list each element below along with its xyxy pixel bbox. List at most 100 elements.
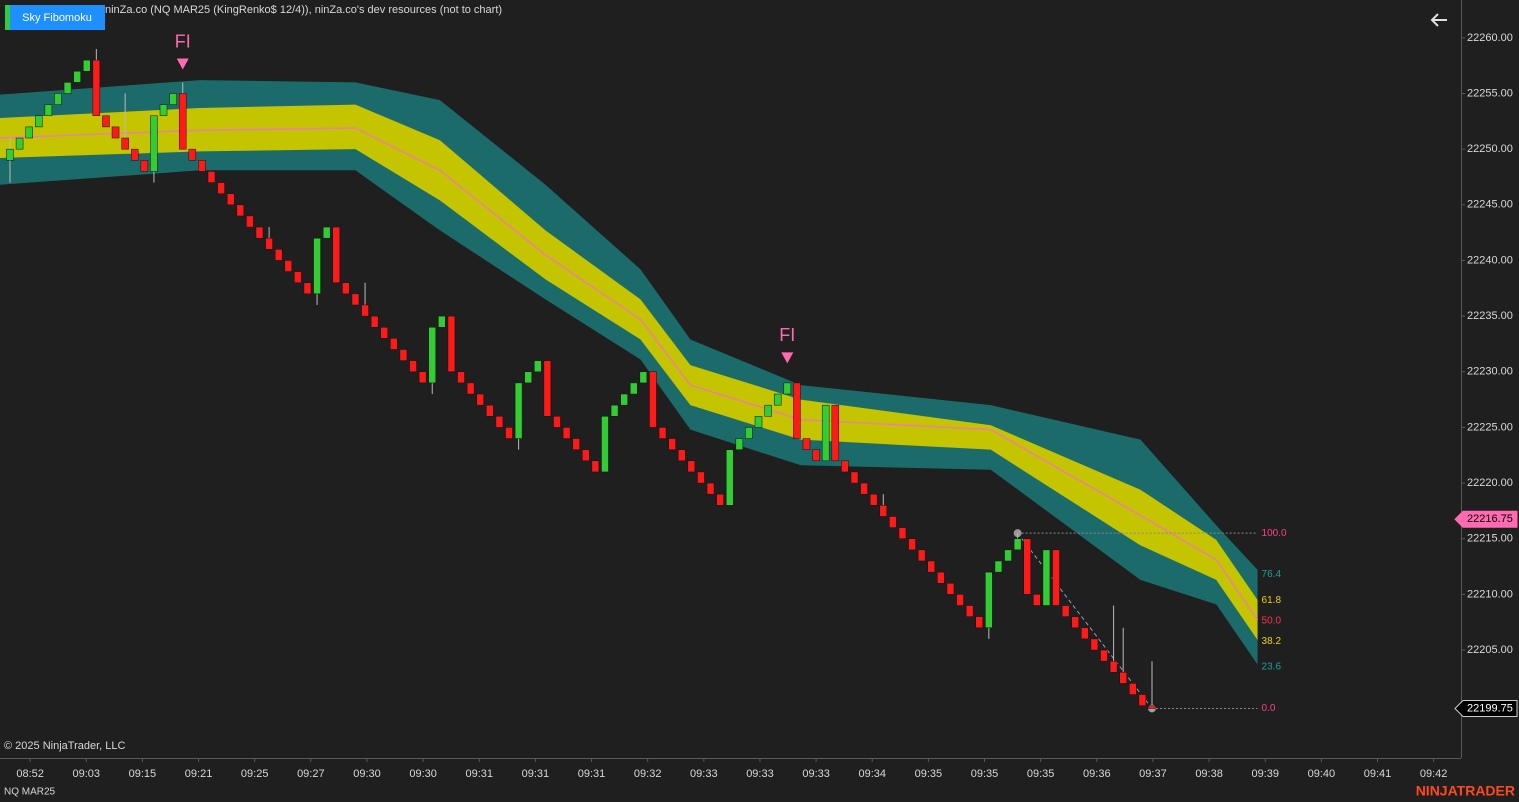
- candle-body: [198, 160, 206, 172]
- candle-body: [1061, 605, 1070, 617]
- candle-body: [937, 571, 945, 584]
- candle-body: [466, 382, 475, 395]
- candle-body: [543, 360, 552, 417]
- candle-body: [1081, 627, 1089, 640]
- x-tick-label: 09:35: [915, 768, 943, 780]
- instrument-text: ninZa.co (NQ MAR25 (KingRenko$ 12/4)), n…: [105, 4, 502, 16]
- candle-body: [668, 438, 676, 450]
- candle-body: [793, 382, 801, 439]
- brand-logo: NINJATRADER: [1416, 783, 1515, 799]
- candle-body: [188, 148, 197, 161]
- candle-body: [15, 137, 24, 150]
- candle-body: [630, 382, 638, 395]
- candle-body: [457, 371, 465, 384]
- candle-body: [332, 226, 341, 283]
- candle-body: [1129, 683, 1137, 695]
- candle-body: [908, 538, 916, 551]
- candle-body: [582, 449, 590, 462]
- candle-body: [985, 571, 993, 629]
- candle-body: [380, 326, 389, 339]
- candle-body: [572, 438, 580, 450]
- candle-body: [812, 449, 820, 462]
- candle-body: [994, 560, 1003, 573]
- candle-body: [150, 115, 158, 172]
- candle-body: [495, 416, 504, 428]
- candle-body: [121, 137, 129, 150]
- candle-body: [764, 404, 772, 417]
- candle-body: [553, 416, 561, 428]
- fib-level-label: 100.0: [1262, 528, 1287, 539]
- candle-body: [178, 93, 187, 150]
- candle-body: [313, 237, 321, 295]
- x-tick-label: 09:31: [465, 768, 493, 780]
- candle-body: [1033, 594, 1041, 606]
- candle-body: [773, 393, 782, 406]
- candle-body: [294, 271, 302, 283]
- fib-level-label: 38.2: [1262, 636, 1282, 647]
- mid-line: [0, 127, 1259, 621]
- x-tick-label: 09:27: [297, 768, 325, 780]
- indicator-button[interactable]: [10, 5, 105, 30]
- candle-body: [917, 549, 926, 562]
- back-arrow[interactable]: [1430, 13, 1447, 27]
- signal-label: FI: [779, 325, 795, 345]
- candle-body: [649, 371, 657, 428]
- candle-body: [677, 449, 686, 462]
- candle-body: [6, 148, 14, 161]
- x-tick-label: 09:21: [185, 768, 213, 780]
- candle-body: [1138, 694, 1147, 706]
- candle-body: [1090, 638, 1099, 651]
- candle-body: [361, 304, 369, 317]
- price-label-box: [1454, 510, 1518, 528]
- y-tick-label: 22260.00: [1467, 32, 1513, 44]
- y-tick-label: 22240.00: [1467, 254, 1513, 266]
- candle-body: [322, 226, 331, 239]
- candle-body: [879, 505, 888, 517]
- price-label: 22216.75: [1467, 513, 1513, 525]
- candle-body: [524, 371, 532, 384]
- candle-body: [620, 393, 628, 406]
- y-tick-label: 22230.00: [1467, 366, 1513, 378]
- candle-body: [409, 360, 417, 373]
- candle-body: [44, 104, 53, 117]
- candle-body: [246, 215, 254, 228]
- x-tick-label: 09:03: [73, 768, 101, 780]
- x-tick-label: 09:38: [1195, 768, 1223, 780]
- candle-body: [486, 404, 494, 417]
- x-tick-label: 09:25: [241, 768, 269, 780]
- x-tick-label: 09:33: [802, 768, 830, 780]
- candle-body: [1023, 538, 1031, 595]
- y-tick-label: 22255.00: [1467, 87, 1513, 99]
- candle-body: [505, 427, 513, 439]
- candle-body: [639, 371, 648, 384]
- candle-body: [130, 148, 139, 161]
- candle-body: [25, 126, 33, 139]
- candle-body: [927, 560, 936, 573]
- candle-body: [831, 404, 840, 462]
- candle-body: [255, 226, 264, 239]
- candle-body: [1042, 549, 1051, 606]
- candle-body: [390, 338, 398, 350]
- fib-level-label: 23.6: [1262, 662, 1282, 673]
- x-tick-label: 09:33: [746, 768, 774, 780]
- candle-body: [610, 404, 619, 417]
- candle-body: [1004, 549, 1012, 562]
- price-label-box: [1454, 699, 1518, 717]
- x-tick-label: 08:52: [16, 768, 44, 780]
- candle-body: [591, 460, 600, 473]
- x-tick-label: 09:35: [971, 768, 999, 780]
- candle-body: [841, 460, 849, 473]
- y-tick-label: 22250.00: [1467, 143, 1513, 155]
- x-tick-label: 09:31: [522, 768, 550, 780]
- button-label[interactable]: Sky Fibomoku: [22, 12, 92, 24]
- candle-body: [447, 315, 456, 373]
- instrument-label: NQ MAR25: [4, 787, 56, 798]
- y-tick-label: 22215.00: [1467, 533, 1513, 545]
- x-tick-label: 09:31: [578, 768, 606, 780]
- candle-body: [716, 493, 724, 506]
- fib-level-label: 50.0: [1262, 615, 1282, 626]
- x-tick-label: 09:39: [1251, 768, 1279, 780]
- candle-body: [783, 382, 792, 395]
- x-tick-label: 09:40: [1308, 768, 1336, 780]
